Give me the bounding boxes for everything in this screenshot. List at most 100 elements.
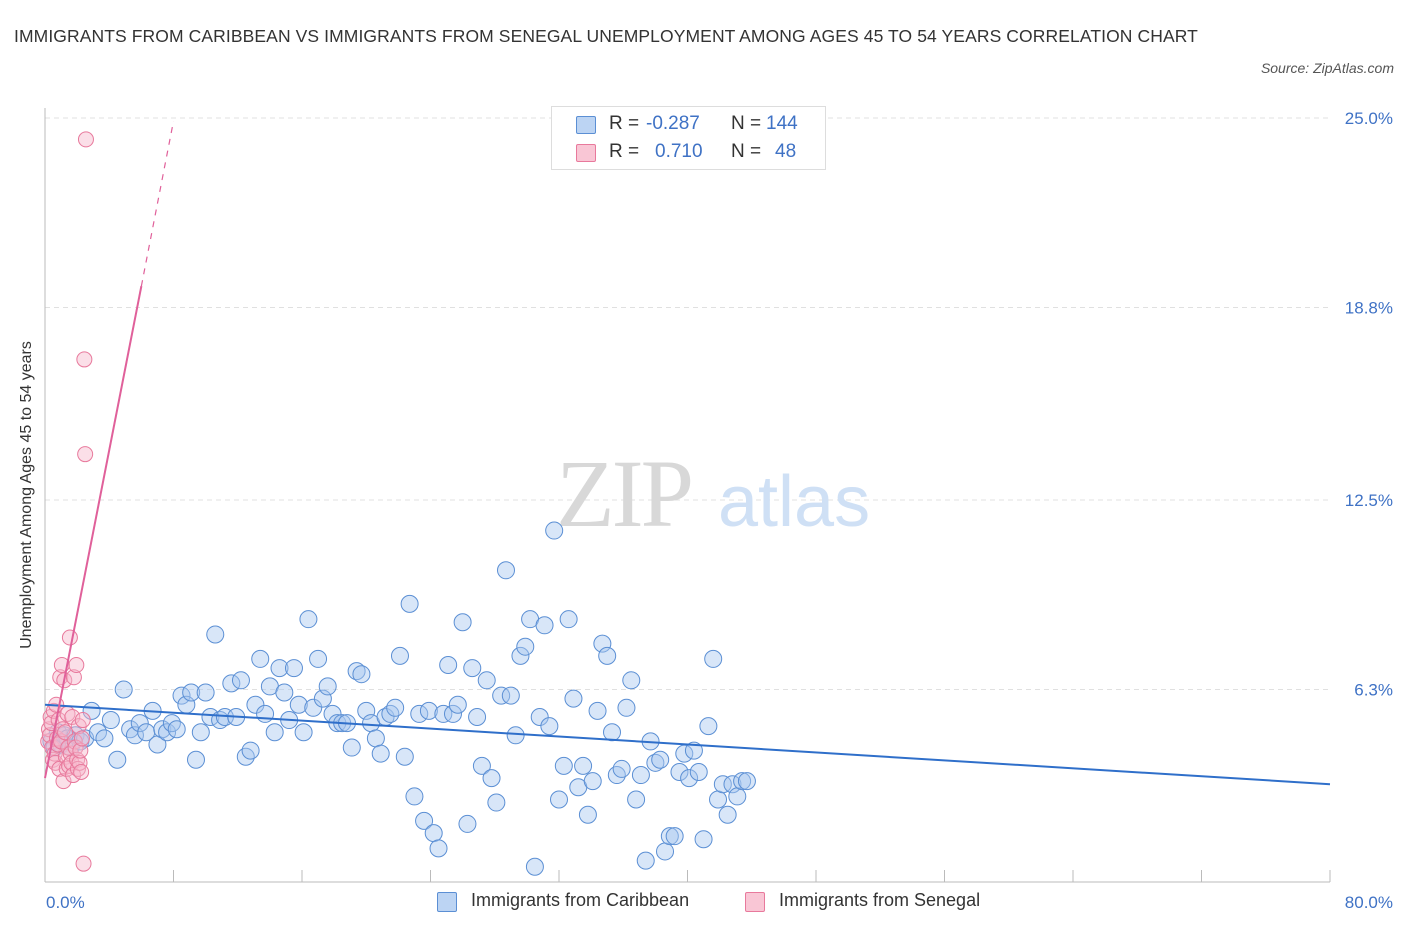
caribbean-point (201, 707, 220, 726)
caribbean-point (540, 717, 559, 736)
caribbean-point (718, 805, 737, 824)
y-tick-label: 25.0% (1345, 109, 1393, 128)
caribbean-point (275, 683, 294, 702)
senegal-point (77, 446, 94, 463)
caribbean-point (390, 646, 409, 665)
legend-r-value: -0.287 (646, 113, 700, 134)
x-tick-label: 80.0% (1345, 893, 1393, 912)
caribbean-point (463, 659, 482, 678)
trend-lines (44, 120, 1331, 786)
legend-n-value: 144 (766, 113, 798, 134)
caribbean-point (733, 772, 752, 791)
caribbean-point (270, 659, 289, 678)
bottom-legend-swatch-senegal (745, 892, 765, 912)
caribbean-point (352, 665, 371, 684)
legend-swatch-caribbean (576, 116, 596, 134)
bottom-legend-label-senegal: Immigrants from Senegal (779, 890, 981, 910)
caribbean-point (670, 762, 689, 781)
caribbean-point (186, 750, 205, 769)
senegal-point (61, 629, 78, 646)
senegal-point (67, 739, 84, 756)
caribbean-point (737, 772, 756, 791)
caribbean-point (660, 827, 679, 846)
caribbean-point (598, 646, 617, 665)
caribbean-point (545, 521, 564, 540)
senegal-point (75, 855, 92, 872)
caribbean-point (410, 704, 429, 723)
caribbean-point (153, 720, 172, 739)
caribbean-point (386, 698, 405, 717)
legend-n-value: 48 (775, 141, 797, 162)
senegal-trend-extension (140, 120, 175, 287)
caribbean-point (554, 756, 573, 775)
caribbean-point (631, 766, 650, 785)
caribbean-point (458, 814, 477, 833)
caribbean-point (583, 772, 602, 791)
y-tick-label: 6.3% (1354, 680, 1393, 699)
caribbean-point (487, 793, 506, 812)
caribbean-point (162, 714, 181, 733)
caribbean-point (680, 769, 699, 788)
caribbean-point (172, 686, 191, 705)
caribbean-point (400, 594, 419, 613)
caribbean-point (535, 616, 554, 635)
caribbean-point (206, 625, 225, 644)
caribbean-point (501, 686, 520, 705)
caribbean-point (108, 750, 127, 769)
caribbean-point (256, 704, 275, 723)
watermark: ZIP atlas (556, 440, 870, 547)
caribbean-point (472, 756, 491, 775)
caribbean-point (564, 689, 583, 708)
senegal-point (73, 763, 90, 780)
caribbean-point (578, 805, 597, 824)
caribbean-point (191, 723, 210, 742)
caribbean-point (728, 787, 747, 806)
caribbean-point (299, 610, 318, 629)
y-tick-label: 12.5% (1345, 491, 1393, 510)
caribbean-point (114, 680, 133, 699)
senegal-point (74, 712, 91, 729)
caribbean-point (704, 649, 723, 668)
caribbean-point (357, 701, 376, 720)
x-tick-label: 0.0% (46, 893, 85, 912)
caribbean-point (448, 695, 467, 714)
senegal-point (73, 730, 90, 747)
caribbean-point (689, 762, 708, 781)
bottom-legend-swatch-caribbean (437, 892, 457, 912)
caribbean-point (294, 723, 313, 742)
senegal-point (77, 131, 94, 148)
caribbean-point (588, 701, 607, 720)
caribbean-point (236, 747, 255, 766)
caribbean-point (603, 723, 622, 742)
caribbean-point (574, 756, 593, 775)
caribbean-points (42, 521, 756, 876)
caribbean-point (419, 701, 438, 720)
senegal-point (55, 773, 72, 790)
caribbean-point (196, 683, 215, 702)
caribbean-point (434, 704, 453, 723)
caribbean-point (699, 717, 718, 736)
caribbean-point (612, 759, 631, 778)
caribbean-point (516, 637, 535, 656)
caribbean-point (636, 851, 655, 870)
caribbean-point (313, 689, 332, 708)
caribbean-point (593, 634, 612, 653)
caribbean-point (347, 662, 366, 681)
caribbean-point (231, 671, 250, 690)
caribbean-point (694, 830, 713, 849)
legend-r-label: R = (609, 141, 640, 162)
caribbean-point (477, 671, 496, 690)
caribbean-point (381, 704, 400, 723)
caribbean-point (506, 726, 525, 745)
caribbean-point (284, 659, 303, 678)
senegal-point (49, 736, 66, 753)
caribbean-point (246, 695, 265, 714)
caribbean-point (415, 811, 434, 830)
caribbean-point (713, 775, 732, 794)
caribbean-point (468, 707, 487, 726)
caribbean-point (622, 671, 641, 690)
caribbean-point (405, 787, 424, 806)
senegal-trend-line (44, 285, 143, 779)
caribbean-point (366, 729, 385, 748)
caribbean-point (492, 686, 511, 705)
